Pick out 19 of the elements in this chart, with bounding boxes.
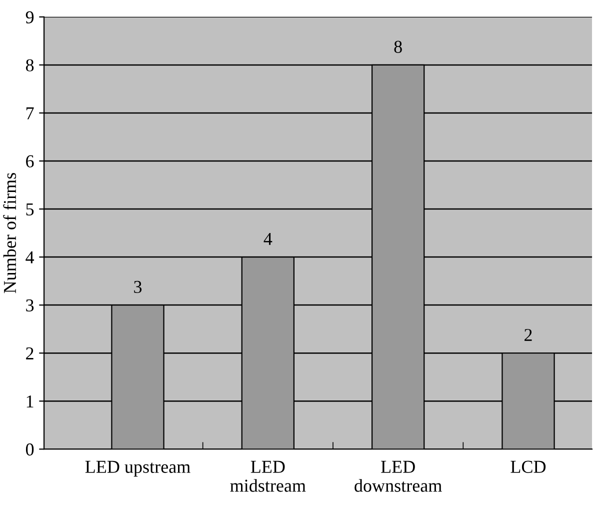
- y-tick-label: 8: [26, 59, 34, 72]
- data-label: 2: [524, 328, 532, 341]
- x-tick-label: LED midstream: [230, 460, 306, 492]
- x-tick-label: LED upstream: [85, 460, 190, 477]
- x-tick-label: LCD: [510, 460, 546, 473]
- y-tick-label: 4: [26, 251, 34, 264]
- y-tick-label: 5: [26, 203, 34, 216]
- y-tick-label: 2: [26, 347, 34, 360]
- data-label: 3: [134, 280, 142, 294]
- y-tick-label: 3: [26, 299, 34, 312]
- y-tick-label: 7: [26, 107, 34, 120]
- data-label: 8: [394, 40, 402, 53]
- y-axis-title: Number of firms: [3, 173, 16, 294]
- x-tick-label: LED downstream: [354, 460, 442, 492]
- y-tick-label: 9: [26, 11, 34, 24]
- y-tick-label: 6: [26, 155, 34, 168]
- y-tick-label: 1: [26, 395, 34, 408]
- data-label: 4: [264, 232, 272, 245]
- y-tick-label: 0: [26, 443, 34, 456]
